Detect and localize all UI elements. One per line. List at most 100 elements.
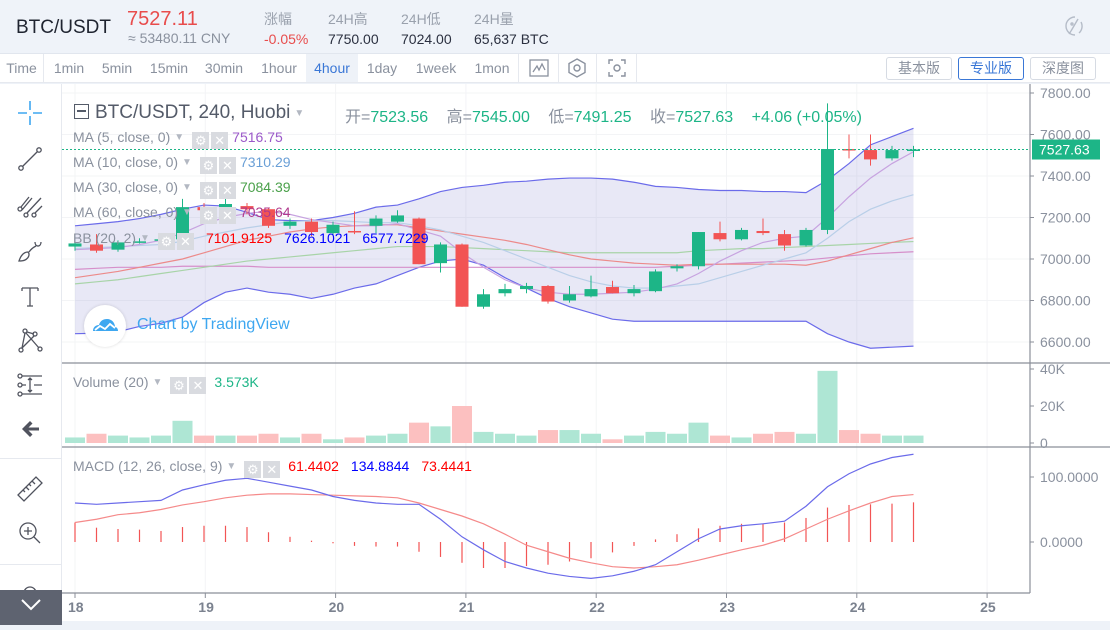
timeframe-5min[interactable]: 5min bbox=[101, 60, 133, 76]
volume-tick-label: 0 bbox=[1040, 435, 1048, 451]
pitchfork-icon[interactable] bbox=[13, 188, 47, 222]
low-value: 7491.25 bbox=[573, 109, 632, 126]
gear-icon[interactable]: ⚙ bbox=[199, 182, 217, 199]
chart-type-icon[interactable] bbox=[528, 58, 550, 78]
ma10-line bbox=[74, 194, 914, 289]
timeframe-4hour[interactable]: 4hour bbox=[306, 54, 358, 82]
time-tick-label: 25 bbox=[980, 599, 996, 615]
chevron-down-icon[interactable]: ▼ bbox=[182, 157, 192, 168]
ohlc-label: 低= bbox=[548, 109, 574, 126]
measure-lines-icon[interactable] bbox=[13, 368, 47, 402]
tradingview-watermark[interactable]: Chart by TradingView bbox=[137, 316, 290, 333]
timeframe-15min[interactable]: 15min bbox=[149, 60, 189, 76]
ohlc-label: 开= bbox=[345, 109, 371, 126]
divider bbox=[596, 54, 597, 82]
stat-24h-volume: 24H量 65,637 BTC bbox=[474, 9, 549, 49]
chevron-down-icon[interactable]: ▼ bbox=[226, 461, 237, 472]
indicator-label: MA (5, close, 0) bbox=[73, 129, 171, 145]
macd-tick-label: 100.0000 bbox=[1040, 469, 1099, 485]
change-value: +4.06 (+0.05%) bbox=[751, 109, 862, 126]
macd-hist-value: 61.4402 bbox=[288, 458, 339, 474]
chevron-down-icon[interactable]: ▼ bbox=[152, 377, 163, 388]
current-price-badge bbox=[1032, 139, 1100, 160]
brush-icon[interactable] bbox=[13, 234, 47, 268]
close-icon[interactable]: ✕ bbox=[189, 377, 207, 394]
price-tick-label: 6800.00 bbox=[1040, 293, 1091, 309]
close-icon[interactable]: ✕ bbox=[263, 461, 281, 478]
stat-change: 涨幅 -0.05% bbox=[264, 9, 308, 49]
settings-hexagon-icon[interactable] bbox=[566, 58, 588, 78]
text-icon[interactable] bbox=[13, 280, 47, 314]
timeframe-1min[interactable]: 1min bbox=[53, 60, 85, 76]
tradingview-logo[interactable] bbox=[84, 305, 126, 347]
indicator-value: 7084.39 bbox=[239, 179, 291, 195]
chevron-down-icon[interactable]: ▼ bbox=[182, 182, 192, 193]
timeframe-time[interactable]: Time bbox=[6, 60, 37, 76]
timeframe-1week[interactable]: 1week bbox=[415, 60, 457, 76]
timeframe-30min[interactable]: 30min bbox=[204, 60, 244, 76]
pair-name: BTC/USDT bbox=[16, 17, 111, 38]
chevron-down-icon[interactable]: ▼ bbox=[294, 108, 305, 119]
pattern-icon[interactable] bbox=[13, 324, 47, 358]
divider bbox=[0, 564, 62, 565]
time-tick-label: 23 bbox=[720, 599, 736, 615]
collapse-toolbar-button[interactable] bbox=[0, 590, 62, 625]
view-depth-button[interactable]: 深度图 bbox=[1030, 57, 1096, 80]
macd-legend[interactable]: MACD (12, 26, close, 9) ▼ ⚙ ✕ 61.4402 134.884… bbox=[73, 457, 472, 478]
fullscreen-icon[interactable] bbox=[606, 58, 628, 78]
gear-icon[interactable]: ⚙ bbox=[244, 461, 262, 478]
stat-24h-low: 24H低 7024.00 bbox=[401, 9, 452, 49]
divider bbox=[43, 54, 44, 82]
indicator-label: MA (60, close, 0) bbox=[73, 204, 179, 220]
indicator-legend-ma30[interactable]: MA (30, close, 0) ▼ ⚙ ✕ 7084.39 bbox=[73, 178, 291, 199]
gear-icon[interactable]: ⚙ bbox=[199, 157, 217, 174]
close-icon[interactable]: ✕ bbox=[218, 157, 236, 174]
divider bbox=[558, 54, 559, 82]
time-tick-label: 24 bbox=[850, 599, 866, 615]
trend-line-icon[interactable] bbox=[13, 142, 47, 176]
ohlc-label: 高= bbox=[446, 109, 473, 126]
bb-lower-line bbox=[74, 258, 914, 349]
macd-line bbox=[74, 453, 914, 580]
gear-icon[interactable]: ⚙ bbox=[170, 377, 188, 394]
indicator-legend-ma60[interactable]: MA (60, close, 0) ▼ ⚙ ✕ 7035.64 bbox=[73, 203, 291, 224]
back-arrow-icon[interactable] bbox=[13, 412, 47, 446]
timeframe-1day[interactable]: 1day bbox=[366, 60, 398, 76]
bb-lower-value: 6577.7229 bbox=[362, 230, 429, 246]
chevron-down-icon[interactable]: ▼ bbox=[174, 132, 185, 143]
ruler-icon[interactable] bbox=[13, 472, 47, 506]
crosshair-icon[interactable] bbox=[13, 96, 47, 130]
close-icon[interactable]: ✕ bbox=[218, 182, 236, 199]
volume-bars bbox=[65, 370, 924, 443]
time-tick-label: 22 bbox=[589, 599, 605, 615]
paint-brush-off-icon[interactable] bbox=[1063, 14, 1087, 38]
close-icon[interactable]: ✕ bbox=[176, 233, 194, 250]
ma30-line bbox=[74, 240, 914, 285]
chevron-down-icon[interactable]: ▼ bbox=[140, 233, 150, 244]
gear-icon[interactable]: ⚙ bbox=[199, 207, 217, 224]
timeframe-1mon[interactable]: 1mon bbox=[474, 60, 510, 76]
close-icon[interactable]: ✕ bbox=[211, 132, 229, 149]
view-basic-button[interactable]: 基本版 bbox=[886, 57, 952, 80]
drawing-toolbar bbox=[0, 84, 62, 625]
ohlc-legend: 开=7523.56 高=7545.00 低=7491.25 收=7527.63 … bbox=[345, 103, 876, 127]
macd-tick-label: 0.0000 bbox=[1040, 534, 1083, 550]
collapse-legend-icon[interactable] bbox=[74, 104, 89, 119]
gear-icon[interactable]: ⚙ bbox=[192, 132, 210, 149]
indicator-legend-ma5[interactable]: MA (5, close, 0) ▼ ⚙ ✕ 7516.75 bbox=[73, 128, 283, 149]
zoom-in-icon[interactable] bbox=[13, 516, 47, 550]
view-pro-button[interactable]: 专业版 bbox=[958, 57, 1024, 80]
chevron-down-icon[interactable]: ▼ bbox=[182, 207, 192, 218]
close-icon[interactable]: ✕ bbox=[218, 207, 236, 224]
gear-icon[interactable]: ⚙ bbox=[157, 233, 175, 250]
indicator-legend-ma10[interactable]: MA (10, close, 0) ▼ ⚙ ✕ 7310.29 bbox=[73, 153, 291, 174]
price-tick-label: 7200.00 bbox=[1040, 210, 1091, 226]
price-tick-label: 7000.00 bbox=[1040, 251, 1091, 267]
timeframe-1hour[interactable]: 1hour bbox=[261, 60, 297, 76]
price-chart-canvas[interactable]: 6600.00 6800.00 7000.00 7200.00 7400.00 7600.… bbox=[62, 84, 1110, 625]
indicator-legend-bb[interactable]: BB (20, 2) ▼ ⚙ ✕ 7101.9125 7626.1021 6577.7229 bbox=[73, 229, 429, 250]
divider bbox=[636, 54, 637, 82]
chart-container[interactable]: 6600.00 6800.00 7000.00 7200.00 7400.00 7600.… bbox=[62, 84, 1110, 625]
volume-legend[interactable]: Volume (20) ▼ ⚙ ✕ 3.573K bbox=[73, 373, 259, 394]
divider bbox=[518, 54, 519, 82]
